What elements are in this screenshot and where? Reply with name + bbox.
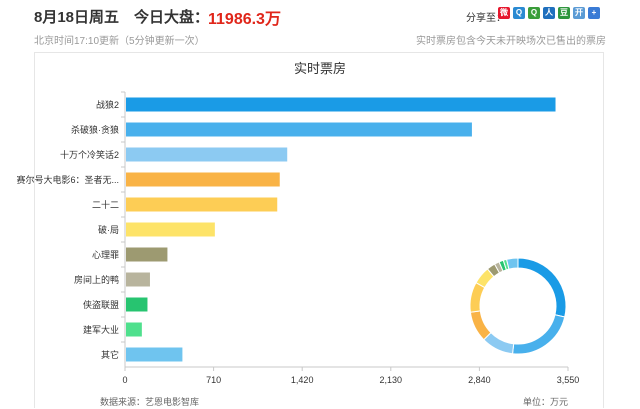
bar[interactable] [126,172,280,187]
category-label: 杀破狼·贪狼 [71,124,119,135]
bar[interactable] [126,322,142,337]
category-label: 房间上的鸭 [74,274,119,285]
x-tick-label: 2,840 [468,375,491,385]
top-bar: 8月18日 周五 今日大盘： 11986.3万 分享至： 微 Q Q 人豆开 + 北京时… [0,0,640,52]
qqweibo-icon[interactable]: Q [528,7,540,19]
bar[interactable] [126,347,183,362]
donut-slice[interactable] [505,257,519,270]
share-icons: 微 Q Q 人豆开 + [498,7,600,19]
bar[interactable] [126,97,556,112]
x-tick-label: 710 [206,375,221,385]
donut-slice[interactable] [517,257,567,318]
chart-title: 实时票房 [293,61,346,76]
renren-icon[interactable]: 人 [543,7,555,19]
category-label: 其它 [101,349,119,360]
bar[interactable] [126,122,472,137]
unit-label: 单位：万元 [522,397,568,407]
category-label: 破·局 [98,224,119,235]
weibo-icon[interactable]: 微 [498,7,510,19]
x-tick-label: 3,550 [557,375,580,385]
box-office-note: 实时票房包含今天未开映场次已售出的票房 [416,36,606,47]
total-box-office-value: 11986.3万 [208,11,281,28]
data-source: 数据来源：艺恩电影智库 [100,397,200,407]
category-label: 二十二 [92,199,119,210]
chart-panel [34,52,604,408]
douban-icon[interactable]: 豆 [558,7,570,19]
category-label: 建军大业 [83,324,119,335]
category-label: 侠盗联盟 [83,299,119,310]
bar[interactable] [126,247,168,262]
bar[interactable] [126,272,150,287]
category-label: 战狼2 [96,99,119,110]
donut-slice[interactable] [469,281,486,313]
total-box-office-label: 今日大盘： [134,9,210,26]
weekday-text: 周五 [89,9,120,26]
donut-slice[interactable] [469,310,492,341]
donut-slice[interactable] [512,314,566,355]
x-tick-label: 1,420 [291,375,314,385]
category-label: 赛尔号大电影6：圣者无... [16,174,119,185]
more-icon[interactable]: + [588,7,600,19]
x-tick-label: 2,130 [380,375,403,385]
category-label: 十万个冷笑话2 [60,149,119,160]
bar[interactable] [126,197,278,212]
date-text: 8月18日 [34,9,90,26]
share-label: 分享至： [466,13,506,24]
kaixin-icon[interactable]: 开 [573,7,585,19]
x-tick-label: 0 [122,375,127,385]
qzone-icon[interactable]: Q [513,7,525,19]
update-note: 北京时间17:10更新（5分钟更新一次） [34,36,205,47]
bar[interactable] [126,147,288,162]
category-label: 心理罪 [92,250,119,260]
bar[interactable] [126,297,148,312]
bar[interactable] [126,222,215,237]
